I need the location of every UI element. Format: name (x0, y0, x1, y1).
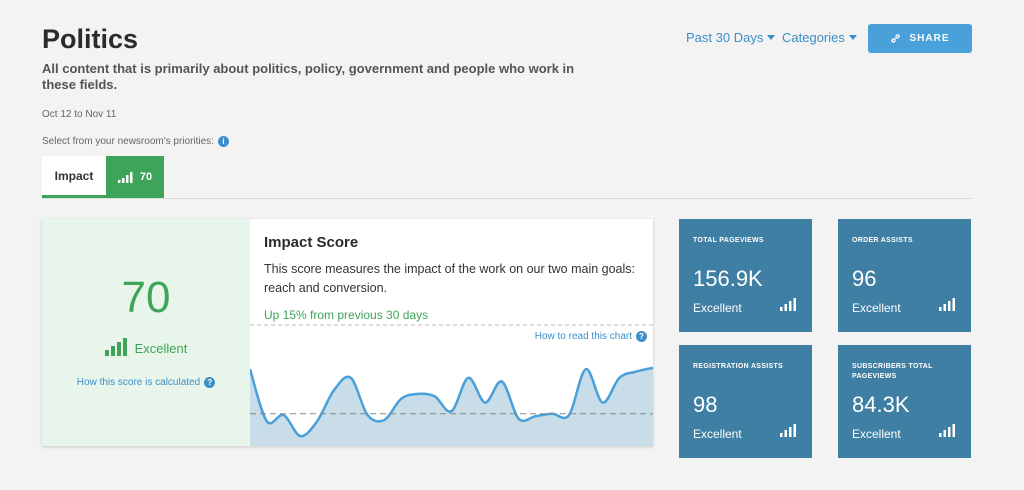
stat-card-subscribers-pageviews[interactable]: SUBSCRIBERS TOTAL PAGEVIEWS 84.3K Excell… (838, 345, 971, 458)
read-chart-link-text: How to read this chart (534, 331, 632, 342)
caret-down-icon (767, 35, 776, 40)
stat-card-registration-assists[interactable]: REGISTRATION ASSISTS 98 Excellent (679, 345, 812, 458)
categories-dropdown-label: Categories (782, 30, 845, 45)
share-button[interactable]: SHARE (868, 24, 972, 53)
signal-bars-icon (780, 298, 796, 311)
date-range: Oct 12 to Nov 11 (42, 109, 117, 120)
score-calculation-link-text: How this score is calculated (76, 377, 201, 388)
caret-down-icon (848, 35, 857, 40)
info-icon[interactable]: i (217, 136, 229, 147)
share-label: SHARE (909, 33, 950, 44)
link-icon (891, 34, 901, 43)
impact-score-title: Impact Score (264, 234, 359, 251)
page-description: All content that is primarily about poli… (42, 61, 575, 92)
signal-bars-icon (104, 338, 127, 356)
chart-series-line (250, 366, 653, 438)
priorities-label: Select from your newsroom's priorities: … (42, 136, 229, 147)
stat-label: REGISTRATION ASSISTS (693, 363, 784, 370)
stat-value: 96 (852, 266, 877, 291)
help-icon: ? (636, 331, 647, 342)
tab-impact-label: Impact (54, 168, 94, 183)
impact-card: 70 Excellent How this score is calculate… (42, 219, 653, 446)
stat-value: 156.9K (693, 266, 763, 291)
score-rating: Excellent (42, 338, 250, 356)
page-title: Politics (42, 24, 139, 54)
tab-impact-score[interactable]: 70 (106, 156, 164, 198)
signal-bars-icon (117, 171, 133, 183)
read-chart-link[interactable]: How to read this chart ? (535, 331, 647, 342)
period-dropdown-label: Past 30 Days (686, 30, 764, 45)
stat-rating: Excellent (693, 427, 742, 441)
stat-value: 98 (693, 392, 718, 417)
chart-area (250, 367, 653, 446)
divider (42, 198, 972, 199)
score-panel: 70 Excellent How this score is calculate… (42, 219, 250, 446)
priorities-label-text: Select from your newsroom's priorities: (42, 136, 214, 147)
tab-impact[interactable]: Impact (42, 156, 106, 198)
score-rating-label: Excellent (134, 341, 188, 356)
stat-label: SUBSCRIBERS TOTAL PAGEVIEWS (852, 363, 933, 380)
tab-score-value: 70 (139, 171, 153, 183)
score-calculation-link[interactable]: How this score is calculated ? (42, 377, 250, 388)
impact-score-value: 70 (121, 273, 171, 322)
stat-rating: Excellent (852, 301, 901, 315)
period-dropdown[interactable]: Past 30 Days (686, 30, 776, 45)
impact-chart (250, 324, 653, 446)
stat-rating: Excellent (852, 427, 901, 441)
help-icon: ? (204, 377, 216, 388)
impact-trend: Up 15% from previous 30 days (264, 308, 429, 322)
signal-bars-icon (780, 424, 796, 437)
impact-score-description: This score measures the impact of the wo… (264, 262, 635, 295)
categories-dropdown[interactable]: Categories (782, 30, 857, 45)
stat-label: TOTAL PAGEVIEWS (693, 237, 764, 244)
stat-card-order-assists[interactable]: ORDER ASSISTS 96 Excellent (838, 219, 971, 332)
signal-bars-icon (939, 298, 955, 311)
stat-value: 84.3K (852, 392, 910, 417)
signal-bars-icon (939, 424, 955, 437)
stat-card-total-pageviews[interactable]: TOTAL PAGEVIEWS 156.9K Excellent (679, 219, 812, 332)
stat-label: ORDER ASSISTS (852, 237, 913, 244)
stat-rating: Excellent (693, 301, 742, 315)
